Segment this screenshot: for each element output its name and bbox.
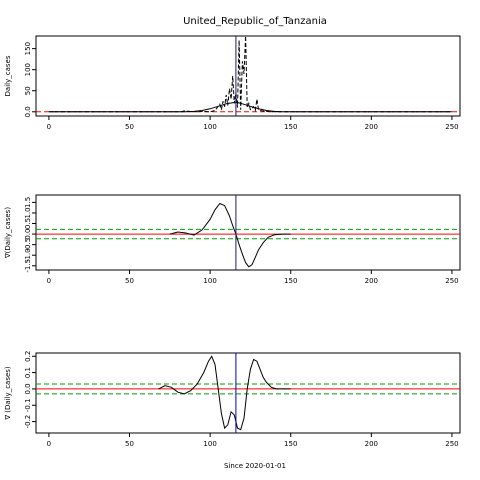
- panel-2: 0 50 100 150 200 2501.51.00.50.0-0.5-1.0-1.5∇…: [4, 195, 460, 285]
- x-axis-label: Since 2020-01-01: [224, 462, 286, 470]
- panel-3: 0 50 100 150 200 250 0.2 0.1 0.0 -0.1 -0.2 ∇ (Daily…: [4, 351, 460, 448]
- x-tick-label: 200: [365, 123, 378, 131]
- y-tick-label: 0.5: [24, 218, 32, 229]
- series-line-2: [49, 103, 452, 112]
- y-tick-label: 0.1: [24, 367, 32, 378]
- x-tick-label: 50: [125, 440, 134, 448]
- y-tick-label: 0.0: [24, 106, 32, 117]
- x-tick-label: 200: [365, 440, 378, 448]
- chart-title: United_Republic_of_Tanzania: [183, 16, 327, 27]
- x-tick-label: 250: [445, 123, 458, 131]
- series-line-1: [49, 36, 452, 112]
- x-tick-label: 0: [47, 123, 51, 131]
- plot-frame: [36, 195, 460, 270]
- x-tick-label: 100: [203, 277, 216, 285]
- series-line-1: [170, 204, 291, 267]
- x-tick-label: 50: [125, 277, 134, 285]
- x-tick-label: 250: [445, 440, 458, 448]
- plot-frame: [36, 353, 460, 433]
- x-tick-label: 0: [47, 440, 51, 448]
- y-tick-label: 1.5: [24, 197, 32, 208]
- x-tick-label: 150: [284, 277, 297, 285]
- y-tick-label: -0.1: [24, 398, 32, 412]
- x-tick-label: 50: [125, 123, 134, 131]
- y-tick-label: -0.2: [24, 415, 32, 429]
- y-tick-label: 100: [24, 63, 32, 76]
- x-tick-label: 0: [47, 277, 51, 285]
- plot-area: [36, 195, 460, 270]
- y-tick-label: 50: [24, 86, 32, 95]
- y-axis-label: ∇ (Daily_cases): [4, 366, 12, 421]
- series-line-1: [159, 356, 291, 429]
- y-tick-label: 1.0: [24, 207, 32, 218]
- x-tick-label: 100: [203, 123, 216, 131]
- y-axis-label: ∇(Daily_cases): [4, 207, 12, 259]
- x-tick-label: 100: [203, 440, 216, 448]
- y-tick-label: 0.2: [24, 351, 32, 362]
- plot-frame: [36, 36, 460, 116]
- panel-1: 0 50 100 150 200 250 0.0 50 100 150 Daily_cases: [4, 36, 460, 131]
- y-axis-label: Daily_cases: [4, 55, 12, 96]
- x-tick-label: 250: [445, 277, 458, 285]
- panels: 0 50 100 150 200 250 0.0 50 100 150 Daily_cases 0 50…: [4, 36, 460, 448]
- plot-area: [36, 36, 460, 116]
- y-tick-label: -1.5: [24, 259, 32, 273]
- x-tick-label: 150: [284, 440, 297, 448]
- y-tick-label: 150: [24, 42, 32, 55]
- y-tick-label: 0.0: [24, 383, 32, 394]
- x-tick-label: 200: [365, 277, 378, 285]
- x-tick-label: 150: [284, 123, 297, 131]
- plot-area: [36, 353, 460, 433]
